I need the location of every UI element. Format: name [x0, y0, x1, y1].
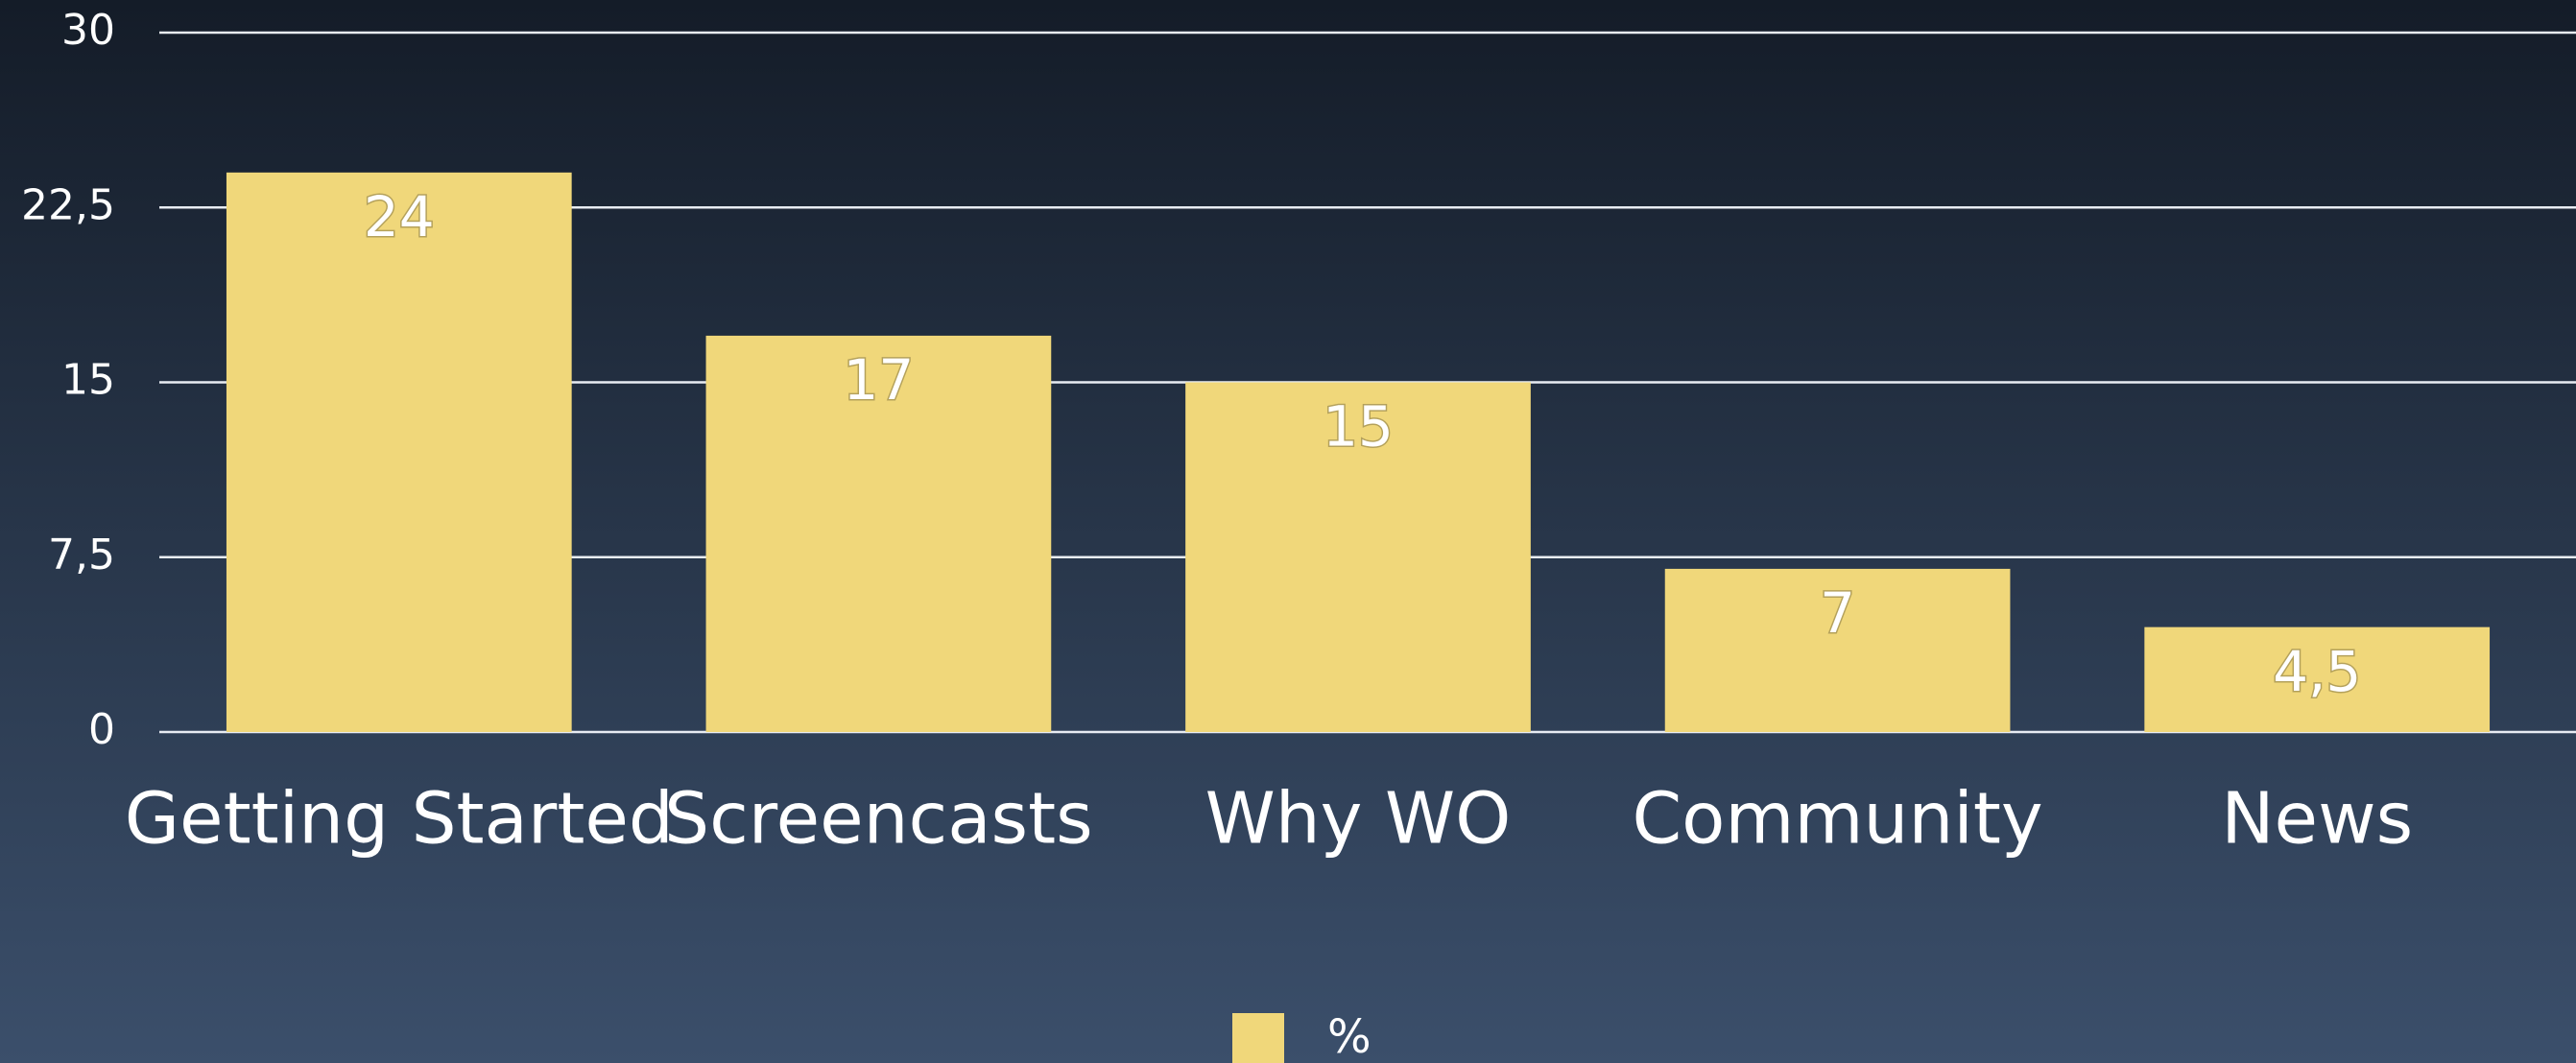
- y-tick-label: 30: [61, 6, 115, 55]
- value-label: 7: [1820, 580, 1855, 646]
- x-tick-label: Screencasts: [664, 778, 1093, 861]
- bar: [226, 172, 572, 733]
- bar: [705, 335, 1052, 732]
- legend-swatch: [1232, 1013, 1284, 1063]
- x-tick-label: Getting Started: [125, 778, 674, 861]
- x-tick-label: Why WO: [1205, 778, 1512, 861]
- x-tick-label: Community: [1632, 778, 2042, 861]
- value-label: 17: [843, 347, 914, 413]
- value-label: 15: [1323, 394, 1394, 460]
- y-tick-label: 15: [61, 356, 115, 405]
- y-tick-label: 22,5: [21, 180, 115, 229]
- bar: [1185, 382, 1531, 732]
- y-tick-label: 7,5: [48, 531, 115, 579]
- x-tick-label: News: [2221, 778, 2413, 861]
- value-label: 24: [364, 184, 435, 249]
- bar: [2144, 626, 2491, 732]
- legend-label: %: [1327, 1010, 1371, 1063]
- bar: [1664, 568, 2011, 732]
- value-label: 4,5: [2273, 639, 2361, 704]
- y-tick-label: 0: [88, 705, 115, 754]
